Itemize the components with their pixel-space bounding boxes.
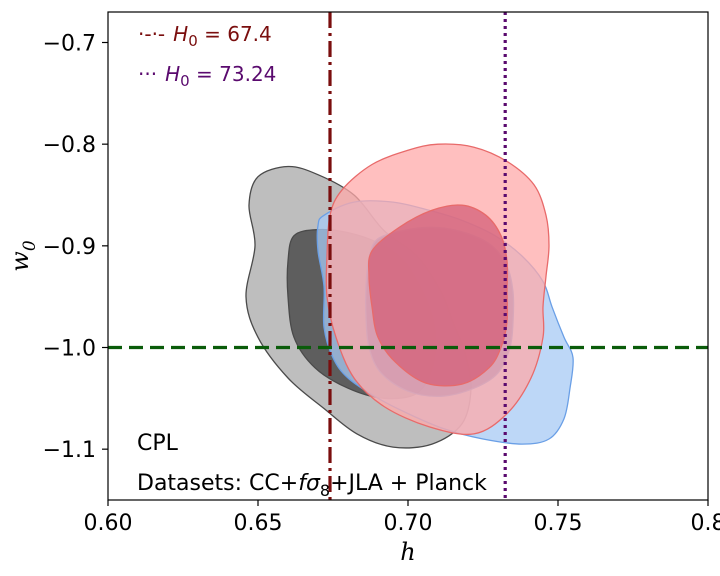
y-tick-label: −1.1 [43, 438, 96, 463]
x-axis-label: h [400, 538, 415, 566]
y-tick-label: −0.7 [43, 32, 96, 57]
datasets-f: f [298, 471, 309, 496]
y-axis-label: w0 [6, 240, 40, 272]
datasets-sigma: σ [306, 471, 321, 496]
legend-symbol-dashdot: ·-·- [138, 22, 165, 46]
contour-layer [245, 143, 574, 449]
legend: ·-·- H0 = 67.4 ··· H0 = 73.24 [138, 22, 276, 90]
datasets-suffix: +JLA + Planck [330, 471, 487, 496]
x-tick-label: 0.75 [534, 511, 583, 536]
legend-entry-h0-riess: ··· H0 = 73.24 [138, 62, 276, 90]
datasets-sigma-sub: 8 [320, 481, 330, 500]
legend-symbol-dotted: ··· [138, 62, 157, 86]
x-tick-label: 0.65 [234, 511, 283, 536]
legend-entry-h0-planck: ·-·- H0 = 67.4 [138, 22, 272, 50]
y-tick-label: −0.9 [43, 235, 96, 260]
x-tick-label: 0.70 [384, 511, 433, 536]
y-tick-label: −1.0 [43, 337, 96, 362]
reference-lines [108, 12, 708, 500]
y-axis-label-sub: 0 [20, 240, 40, 251]
x-tick-label: 0.8 [691, 511, 720, 536]
y-tick-label: −0.8 [43, 133, 96, 158]
axis-ticks: 0.60 0.65 0.70 0.75 0.8 −0.7 −0.8 −0.9 −1.0 −1.1 [43, 32, 720, 537]
model-label: CPL [137, 431, 179, 456]
x-tick-label: 0.60 [84, 511, 133, 536]
datasets-label: Datasets: CC+fσ8+JLA + Planck [137, 471, 487, 500]
datasets-prefix: Datasets: CC+ [137, 471, 298, 496]
